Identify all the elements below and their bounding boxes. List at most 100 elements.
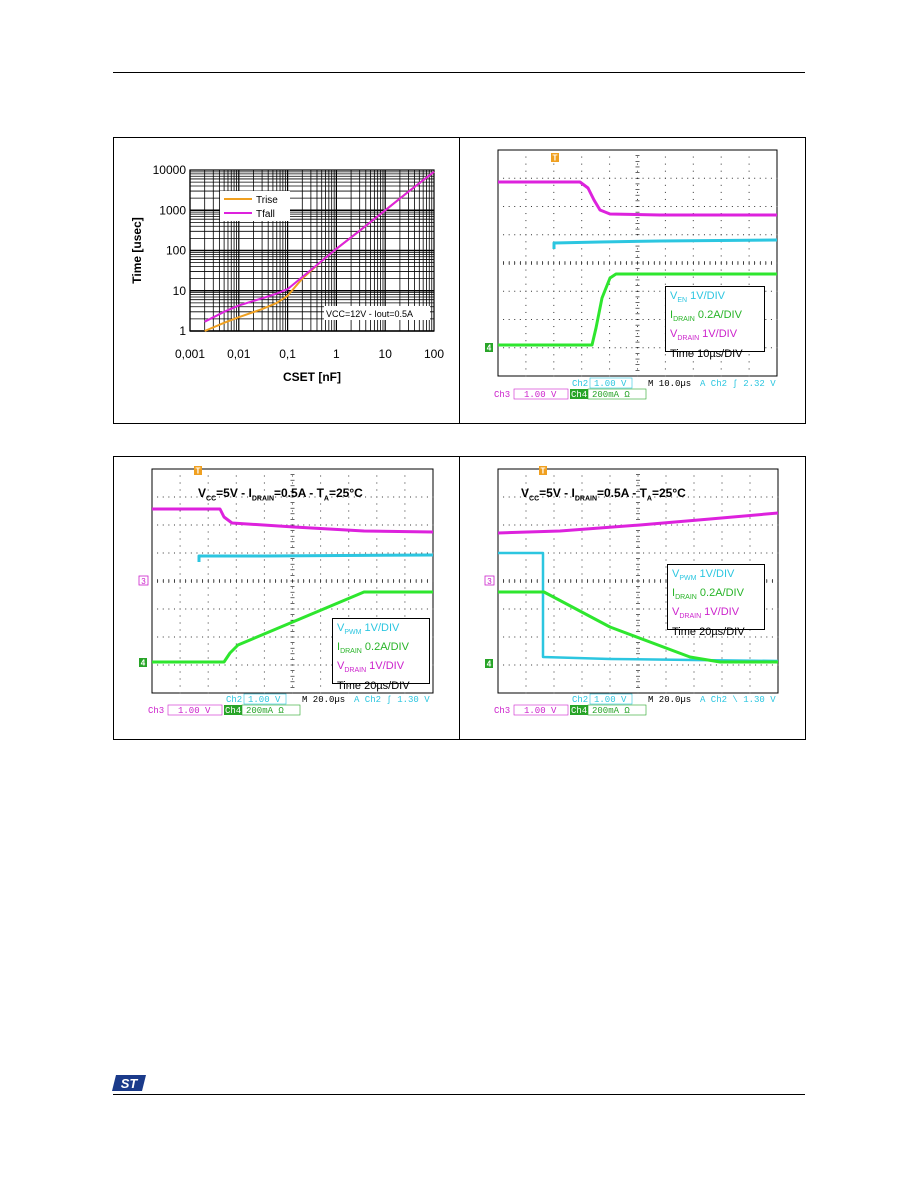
- grid-dot: [325, 664, 327, 666]
- grid-dot: [292, 685, 293, 687]
- grid-dot: [179, 622, 181, 624]
- grid-dot: [731, 177, 733, 179]
- grid-dot: [536, 524, 538, 526]
- grid-dot: [637, 361, 638, 363]
- grid-dot: [393, 496, 395, 498]
- grid-dot: [776, 177, 778, 179]
- grid-dot: [738, 524, 740, 526]
- readout-ch2-value: 1.00 V: [248, 695, 281, 705]
- grid-dot: [547, 524, 549, 526]
- readout-ch3-box: [513, 388, 569, 400]
- grid-dot: [609, 482, 611, 484]
- grid-dot: [376, 587, 378, 589]
- grid-dot: [365, 608, 367, 610]
- grid-dot: [320, 475, 322, 477]
- grid-dot: [743, 552, 745, 554]
- grid-dot: [320, 657, 322, 659]
- grid-dot: [609, 643, 611, 645]
- grid-dot: [748, 368, 750, 370]
- grid-dot: [531, 496, 533, 498]
- grid-dot: [235, 552, 237, 554]
- grid-dot: [525, 333, 527, 335]
- grid-dot: [692, 177, 694, 179]
- grid-dot: [609, 326, 611, 328]
- grid-dot: [207, 601, 209, 603]
- readout-ch3-value: 1.00 V: [524, 390, 557, 400]
- grid-dot: [765, 319, 767, 320]
- grid-dot: [348, 482, 350, 484]
- grid-dot: [224, 524, 226, 526]
- grid-dot: [637, 510, 639, 512]
- grid-dot: [292, 615, 293, 617]
- grid-dot: [637, 170, 638, 172]
- grid-dot: [620, 319, 622, 320]
- grid-dot: [603, 347, 605, 349]
- grid-dot: [275, 608, 277, 610]
- x-tick-label: 1: [333, 347, 340, 361]
- grid-dot: [320, 678, 322, 680]
- grid-dot: [581, 524, 583, 526]
- grid-dot: [665, 657, 667, 659]
- grid-dot: [721, 475, 723, 477]
- grid-dot: [263, 531, 265, 533]
- grid-dot: [637, 269, 638, 271]
- grid-dot: [581, 361, 583, 363]
- grid-dot: [179, 629, 181, 631]
- grid-dot: [348, 552, 350, 554]
- grid-dot: [581, 255, 583, 257]
- grid-dot: [720, 269, 722, 271]
- grid-dot: [575, 664, 577, 666]
- grid-dot: [631, 206, 633, 207]
- grid-dot: [530, 319, 532, 320]
- grid-dot: [353, 608, 355, 610]
- grid-dot: [235, 531, 237, 533]
- grid-dot: [776, 206, 778, 207]
- grid-dot: [581, 692, 583, 694]
- grid-dot: [710, 664, 712, 666]
- grid-dot: [173, 608, 175, 610]
- grid-dot: [404, 496, 406, 498]
- grid-dot: [542, 496, 544, 498]
- grid-dot: [749, 496, 751, 498]
- grid-dot: [432, 664, 434, 666]
- grid-dot: [570, 664, 572, 666]
- grid-dot: [162, 664, 164, 666]
- grid-dot: [659, 524, 661, 526]
- grid-dot: [749, 538, 751, 540]
- grid-dot: [609, 156, 611, 158]
- grid-dot: [263, 657, 265, 659]
- grid-dot: [269, 496, 271, 498]
- grid-dot: [348, 601, 350, 603]
- grid-dot: [776, 319, 778, 320]
- series-line-tfall: [204, 171, 435, 323]
- grid-dot: [286, 636, 288, 638]
- grid-dot: [179, 496, 181, 498]
- grid-dot: [303, 524, 305, 526]
- grid-dot: [597, 177, 599, 179]
- grid-dot: [749, 685, 751, 687]
- readout-ch2-box: [589, 377, 633, 389]
- scope3-legend: VPWM 1V/DIV IDRAIN 0.2A/DIV VDRAIN 1V/DI…: [667, 564, 765, 638]
- grid-dot: [376, 475, 378, 477]
- grid-dot: [292, 510, 293, 512]
- grid-dot: [581, 234, 583, 236]
- grid-dot: [637, 482, 639, 484]
- grid-dot: [664, 255, 666, 257]
- grid-dot: [553, 283, 555, 285]
- grid-dot: [609, 573, 611, 575]
- grid-dot: [553, 671, 555, 673]
- grid-dot: [503, 347, 505, 349]
- grid-dot: [570, 177, 572, 179]
- grid-dot: [525, 220, 527, 222]
- grid-dot: [558, 290, 560, 292]
- grid-dot: [559, 664, 561, 666]
- grid-dot: [235, 650, 237, 652]
- grid-dot: [699, 664, 701, 666]
- grid-dot: [615, 636, 617, 638]
- grid-dot: [770, 347, 772, 349]
- legend-vdrain: VDRAIN 1V/DIV: [670, 328, 738, 343]
- grid-dot: [626, 636, 628, 638]
- grid-dot: [314, 664, 316, 666]
- grid-dot: [235, 545, 237, 547]
- grid-dot: [721, 482, 723, 484]
